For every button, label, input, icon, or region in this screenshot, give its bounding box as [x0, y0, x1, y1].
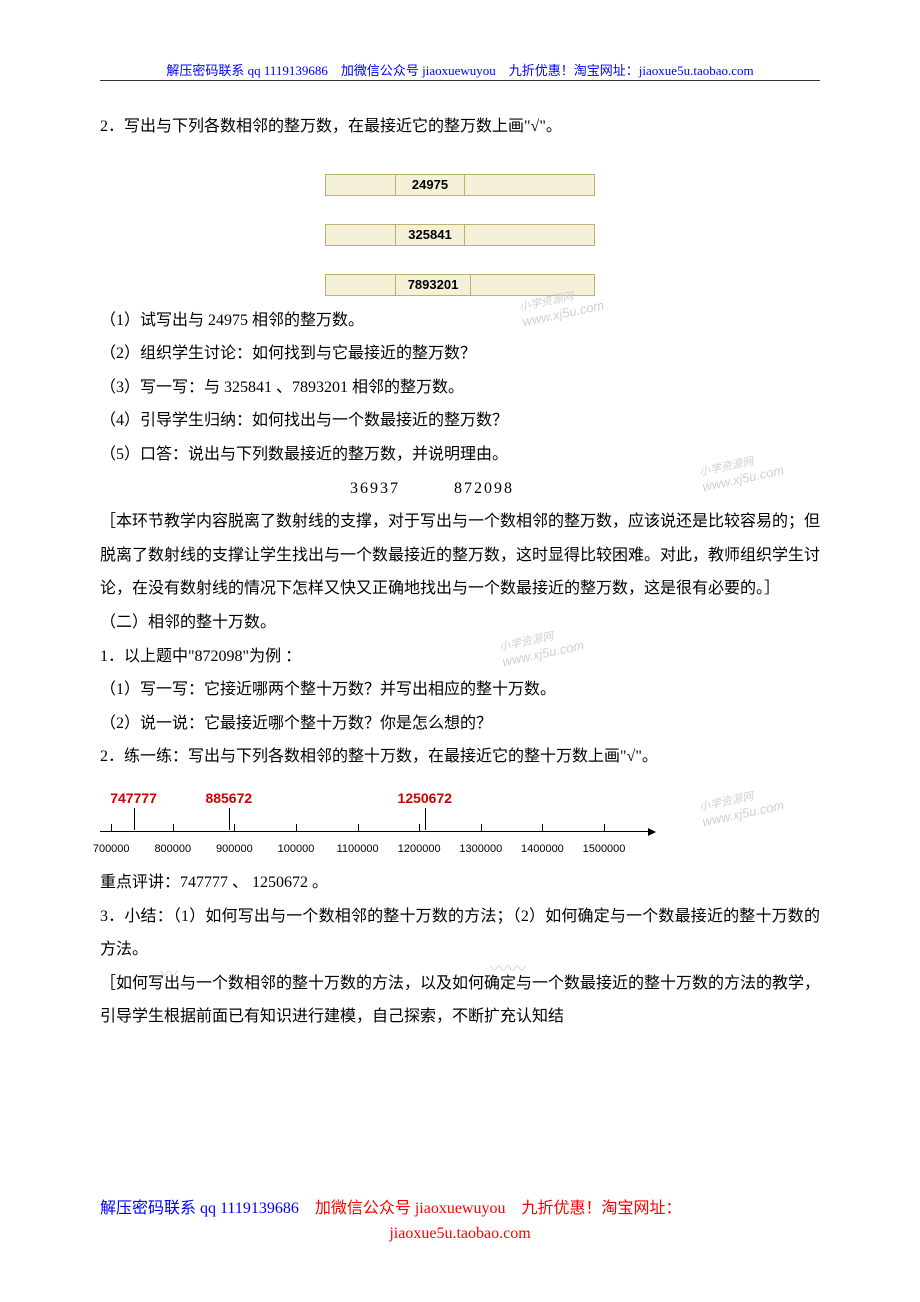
paragraph: 2．写出与下列各数相邻的整万数，在最接近它的整万数上画"√"。: [100, 110, 820, 144]
box-blank-right: [465, 224, 595, 246]
paragraph: （1）试写出与 24975 相邻的整万数。: [100, 304, 820, 338]
number-line-tick: [234, 824, 235, 832]
number-line-arrow-icon: [648, 828, 656, 836]
number-line-tick: [173, 824, 174, 832]
number-line-tick-label: 700000: [93, 838, 130, 861]
number-line: 7477778856721250672 70000080000090000010…: [100, 784, 660, 856]
number-line-tick-label: 1100000: [337, 838, 379, 861]
header-link: 解压密码联系 qq 1119139686 加微信公众号 jiaoxuewuyou…: [0, 60, 920, 79]
paragraph: 1．以上题中"872098"为例 ：: [100, 640, 820, 674]
number-line-tick-label: 100000: [278, 838, 315, 861]
box-blank-left: [325, 224, 395, 246]
box-blank-right: [471, 274, 595, 296]
number-line-tick: [296, 824, 297, 832]
box-value: 24975: [395, 174, 465, 196]
footer-text: 加微信公众号 jiaoxuewuyou: [299, 1200, 506, 1217]
footer-text: 九折优惠！淘宝网址：: [505, 1200, 681, 1217]
number-box-row: 7893201: [100, 274, 820, 296]
paragraph: （2）组织学生讨论：如何找到与它最接近的整万数？: [100, 337, 820, 371]
number-line-tick: [604, 824, 605, 832]
number-line-tick-label: 1400000: [521, 838, 564, 861]
paragraph: 重点评讲：747777 、 1250672 。: [100, 866, 820, 900]
paragraph: ［本环节教学内容脱离了数射线的支撑，对于写出与一个数相邻的整万数，应该说还是比较…: [100, 505, 820, 606]
paragraph: （2）说一说：它最接近哪个整十万数？你是怎么想的？: [100, 707, 820, 741]
box-blank-right: [465, 174, 595, 196]
number-line-tick: [111, 824, 112, 832]
number-line-tick: [358, 824, 359, 832]
number-box-row: 24975: [100, 174, 820, 196]
footer: 解压密码联系 qq 1119139686 加微信公众号 jiaoxuewuyou…: [100, 1196, 820, 1247]
footer-text: 解压密码联系 qq 1119139686: [100, 1200, 299, 1217]
paragraph: （4）引导学生归纳：如何找出与一个数最接近的整万数？: [100, 404, 820, 438]
number-line-tick-label: 1300000: [459, 838, 502, 861]
document-content: 2．写出与下列各数相邻的整万数，在最接近它的整万数上画"√"。 24975 32…: [100, 110, 820, 1034]
number-line-pointer: [134, 808, 135, 830]
center-numbers: 36937 872098: [100, 472, 820, 506]
number-line-tick-label: 1200000: [398, 838, 441, 861]
box-blank-left: [325, 274, 395, 296]
number-line-tick: [481, 824, 482, 832]
number-line-tick-label: 800000: [154, 838, 191, 861]
box-blank-left: [325, 174, 395, 196]
header-divider: [100, 80, 820, 81]
box-value: 7893201: [395, 274, 471, 296]
number-box-row: 325841: [100, 224, 820, 246]
paragraph: （1）写一写：它接近哪两个整十万数？并写出相应的整十万数。: [100, 673, 820, 707]
number-line-pointer: [425, 808, 426, 830]
number-line-axis: [100, 831, 648, 832]
number-line-tick: [542, 824, 543, 832]
paragraph: （5）口答：说出与下列数最接近的整万数，并说明理由。: [100, 438, 820, 472]
number-line-tick-label: 900000: [216, 838, 253, 861]
paragraph: （3）写一写：与 325841 、7893201 相邻的整万数。: [100, 371, 820, 405]
number-line-tick-label: 1500000: [583, 838, 626, 861]
box-value: 325841: [395, 224, 465, 246]
footer-url: jiaoxue5u.taobao.com: [100, 1221, 820, 1247]
paragraph: 2．练一练：写出与下列各数相邻的整十万数，在最接近它的整十万数上画"√"。: [100, 740, 820, 774]
number-line-tick: [419, 824, 420, 832]
paragraph: ［如何写出与一个数相邻的整十万数的方法，以及如何确定与一个数最接近的整十万数的方…: [100, 967, 820, 1034]
paragraph: （二）相邻的整十万数。: [100, 606, 820, 640]
number-line-pointer: [229, 808, 230, 830]
paragraph: 3．小结：（1）如何写出与一个数相邻的整十万数的方法；（2）如何确定与一个数最接…: [100, 900, 820, 967]
